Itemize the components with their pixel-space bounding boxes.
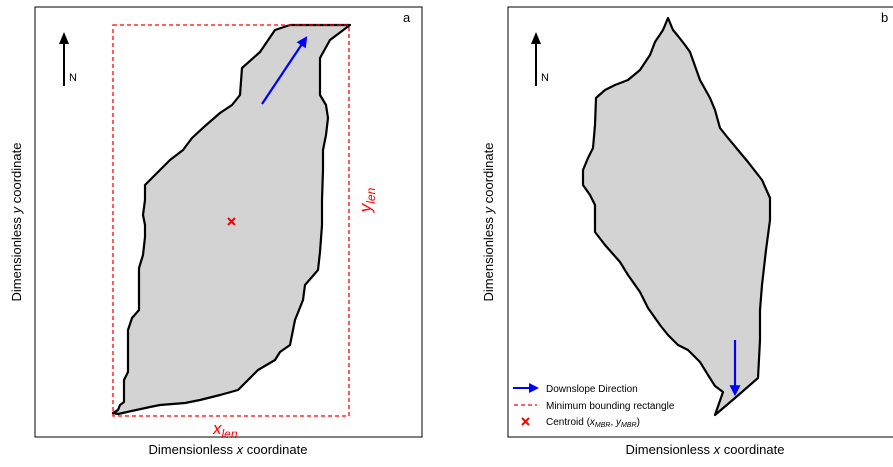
- y-axis-title-a: Dimensionless y coordinate: [9, 143, 24, 302]
- panel-a: N a xlen ylen Dimensionless x coordinate…: [9, 7, 422, 457]
- x-axis-title-a: Dimensionless x coordinate: [149, 442, 308, 457]
- svg-text:Downslope Direction: Downslope Direction: [546, 384, 638, 395]
- north-label-a: N: [69, 72, 77, 84]
- panel-letter-a: a: [403, 10, 411, 25]
- panel-b: N b Downslope Direction Minimum bounding…: [481, 7, 893, 457]
- north-label-b: N: [541, 72, 549, 84]
- x-axis-title-b: Dimensionless x coordinate: [626, 442, 785, 457]
- svg-text:Minimum bounding rectangle: Minimum bounding rectangle: [546, 401, 675, 412]
- y-axis-title-b: Dimensionless y coordinate: [481, 143, 496, 302]
- panel-letter-b: b: [881, 10, 888, 25]
